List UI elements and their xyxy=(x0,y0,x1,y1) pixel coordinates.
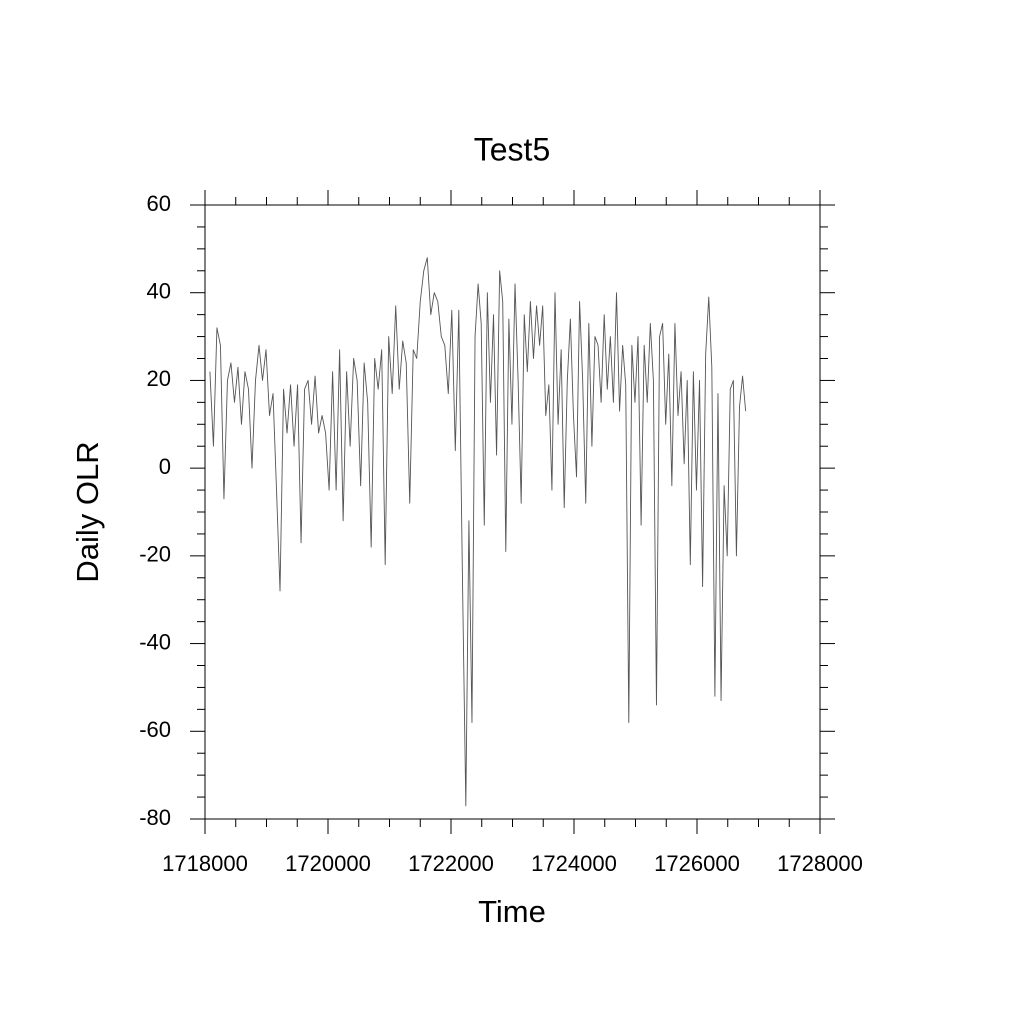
y-tick-label: 60 xyxy=(147,191,171,216)
x-tick-label: 1720000 xyxy=(285,851,371,876)
y-tick-label: 20 xyxy=(147,366,171,391)
y-axis-label: Daily OLR xyxy=(70,441,105,582)
y-tick-label: 0 xyxy=(159,454,171,479)
x-tick-label: 1724000 xyxy=(531,851,617,876)
y-tick-label: 40 xyxy=(147,279,171,304)
chart-title: Test5 xyxy=(474,131,550,167)
data-line xyxy=(209,257,747,807)
y-tick-label: -20 xyxy=(139,542,171,567)
x-tick-label: 1726000 xyxy=(654,851,740,876)
x-tick-label: 1722000 xyxy=(408,851,494,876)
y-tick-label: -40 xyxy=(139,629,171,654)
x-axis-label: Time xyxy=(478,894,546,929)
x-tick-label: 1718000 xyxy=(162,851,248,876)
y-tick-label: -80 xyxy=(139,805,171,830)
x-tick-label: 1728000 xyxy=(777,851,863,876)
y-tick-label: -60 xyxy=(139,717,171,742)
